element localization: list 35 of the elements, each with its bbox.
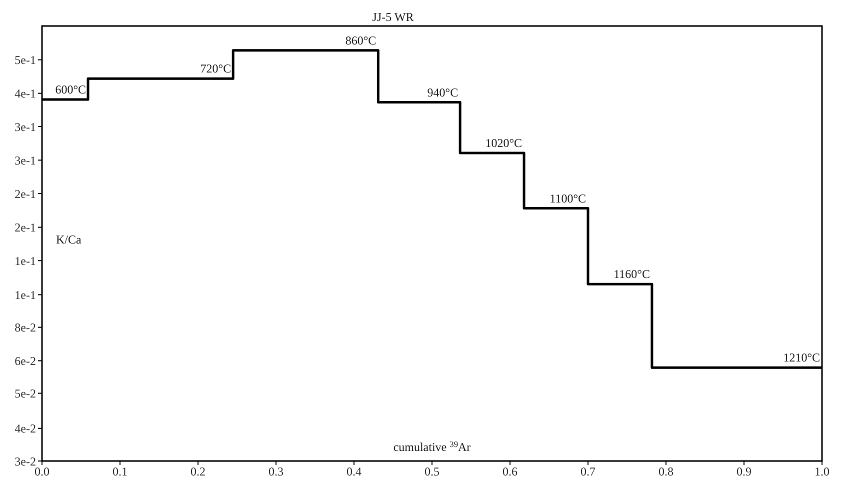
y-tick-label: 3e-2 <box>14 454 36 468</box>
x-tick-label: 0.5 <box>424 464 440 479</box>
y-tick-label: 5e-1 <box>14 53 36 68</box>
x-tick-label: 1.0 <box>814 464 830 479</box>
annotation: 1210°C <box>783 350 820 365</box>
x-tick-label: 0.3 <box>268 464 284 479</box>
x-tick-label: 0.4 <box>346 464 362 479</box>
y-tick-label: 8e-2 <box>14 320 36 335</box>
y-tick-label: 4e-2 <box>14 422 36 436</box>
y-tick-label: 3e-1 <box>14 120 36 134</box>
x-tick-label: 0.0 <box>34 464 50 479</box>
chart-title: JJ-5 WR <box>372 10 414 24</box>
x-tick-label: 0.6 <box>502 464 518 479</box>
y-tick-label: 2e-1 <box>14 220 36 235</box>
y-tick-label: 4e-1 <box>14 86 36 101</box>
annotation: 1100°C <box>550 191 586 206</box>
x-axis-title: cumulative $^{39}$Ar <box>393 440 471 454</box>
annotation: 940°C <box>427 85 458 100</box>
x-tick-label: 0.2 <box>190 464 206 479</box>
y-tick-label: 5e-2 <box>14 386 36 401</box>
x-tick-label: 0.7 <box>580 464 596 479</box>
y-axis-title: K/Ca <box>56 232 82 246</box>
annotation: 720°C <box>200 62 232 76</box>
x-tick-label: 0.8 <box>658 464 674 479</box>
annotation: 600°C <box>55 82 86 97</box>
y-tick-label: 3e-1 <box>14 153 36 168</box>
x-tick-label: 0.1 <box>112 464 128 479</box>
y-tick-label: 2e-1 <box>14 186 36 201</box>
annotation: 860°C <box>345 33 376 48</box>
y-tick-label: 6e-2 <box>14 354 36 368</box>
annotation: 1020°C <box>485 136 522 150</box>
x-tick-label: 0.9 <box>736 464 752 479</box>
y-tick-label: 1e-1 <box>14 288 36 302</box>
annotation: 1160°C <box>614 267 650 282</box>
y-tick-label: 1e-1 <box>14 254 36 268</box>
